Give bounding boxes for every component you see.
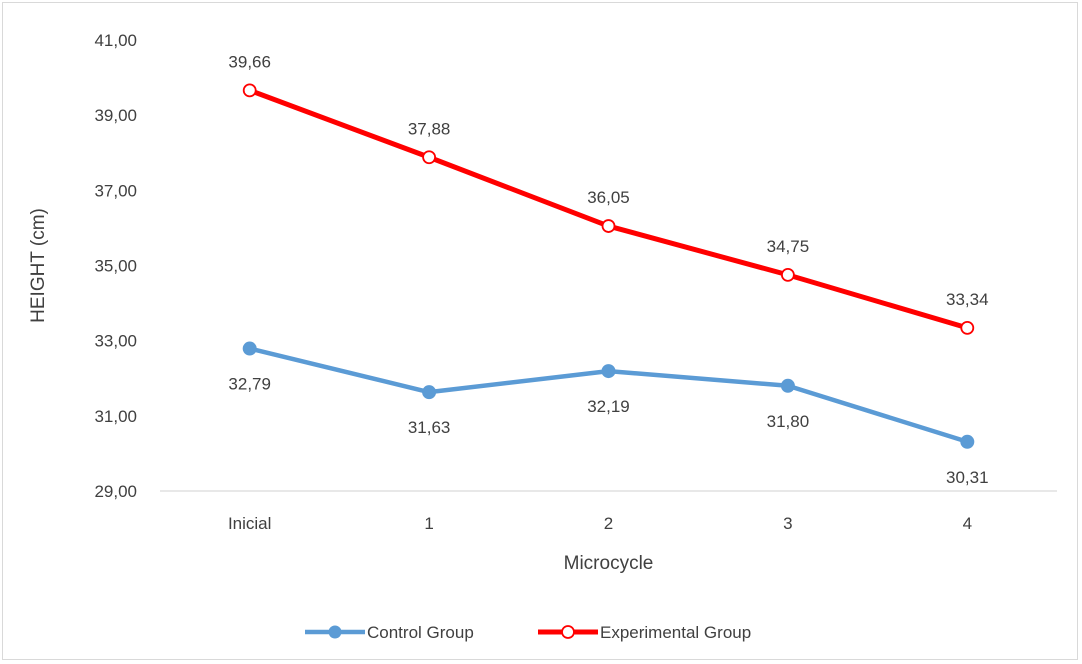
legend: Control Group Experimental Group — [305, 623, 751, 642]
data-point — [960, 434, 975, 449]
y-tick-label: 33,00 — [94, 332, 137, 351]
x-tick-label: Inicial — [228, 514, 271, 533]
legend-label: Experimental Group — [600, 623, 751, 642]
y-tick-label: 37,00 — [94, 181, 137, 200]
x-tick-label: 3 — [783, 514, 792, 533]
y-tick-label: 29,00 — [94, 482, 137, 501]
x-tick-label: 2 — [604, 514, 613, 533]
y-tick-label: 41,00 — [94, 31, 137, 50]
data-point — [601, 219, 616, 233]
data-point — [601, 364, 616, 379]
data-point — [960, 320, 975, 335]
data-point — [242, 83, 257, 98]
data-label: 32,19 — [587, 397, 630, 416]
series-line — [247, 87, 970, 331]
y-tick-label: 31,00 — [94, 407, 137, 426]
series-control-group: 32,79 31,63 32,19 31,80 30,31 — [228, 341, 989, 487]
data-label: 33,34 — [946, 290, 989, 309]
legend-marker — [328, 625, 342, 639]
legend-label: Control Group — [367, 623, 474, 642]
x-axis-title: Microcycle — [564, 553, 654, 574]
data-point — [242, 341, 257, 356]
data-label: 31,80 — [767, 412, 810, 431]
y-tick-label: 39,00 — [94, 106, 137, 125]
legend-marker — [561, 625, 575, 639]
series-line — [247, 346, 970, 445]
data-label: 39,66 — [228, 52, 271, 71]
data-label: 36,05 — [587, 188, 630, 207]
data-point — [422, 150, 437, 165]
data-label: 37,88 — [408, 119, 451, 138]
data-label: 30,31 — [946, 468, 989, 487]
legend-item-experimental-group: Experimental Group — [538, 623, 751, 642]
y-tick-label: 35,00 — [94, 257, 137, 276]
series-experimental-group: 39,66 37,88 36,05 34,75 33,34 — [228, 52, 989, 335]
x-tick-label: 4 — [963, 514, 972, 533]
data-point — [422, 385, 437, 400]
data-point — [780, 378, 795, 393]
y-axis-ticks: 29,00 31,00 33,00 35,00 37,00 39,00 41,00 — [94, 31, 137, 501]
data-label: 32,79 — [228, 375, 271, 394]
data-label: 31,63 — [408, 418, 451, 437]
legend-item-control-group: Control Group — [305, 623, 474, 642]
data-label: 34,75 — [767, 237, 810, 256]
series-layer: 32,79 31,63 32,19 31,80 30,31 39,66 37,88 36,05… — [228, 52, 988, 486]
data-point — [781, 267, 795, 282]
y-axis-title: HEIGHT (cm) — [28, 208, 49, 323]
x-tick-label: 1 — [424, 514, 433, 533]
x-axis-ticks: Inicial 1 2 3 4 — [228, 514, 972, 533]
